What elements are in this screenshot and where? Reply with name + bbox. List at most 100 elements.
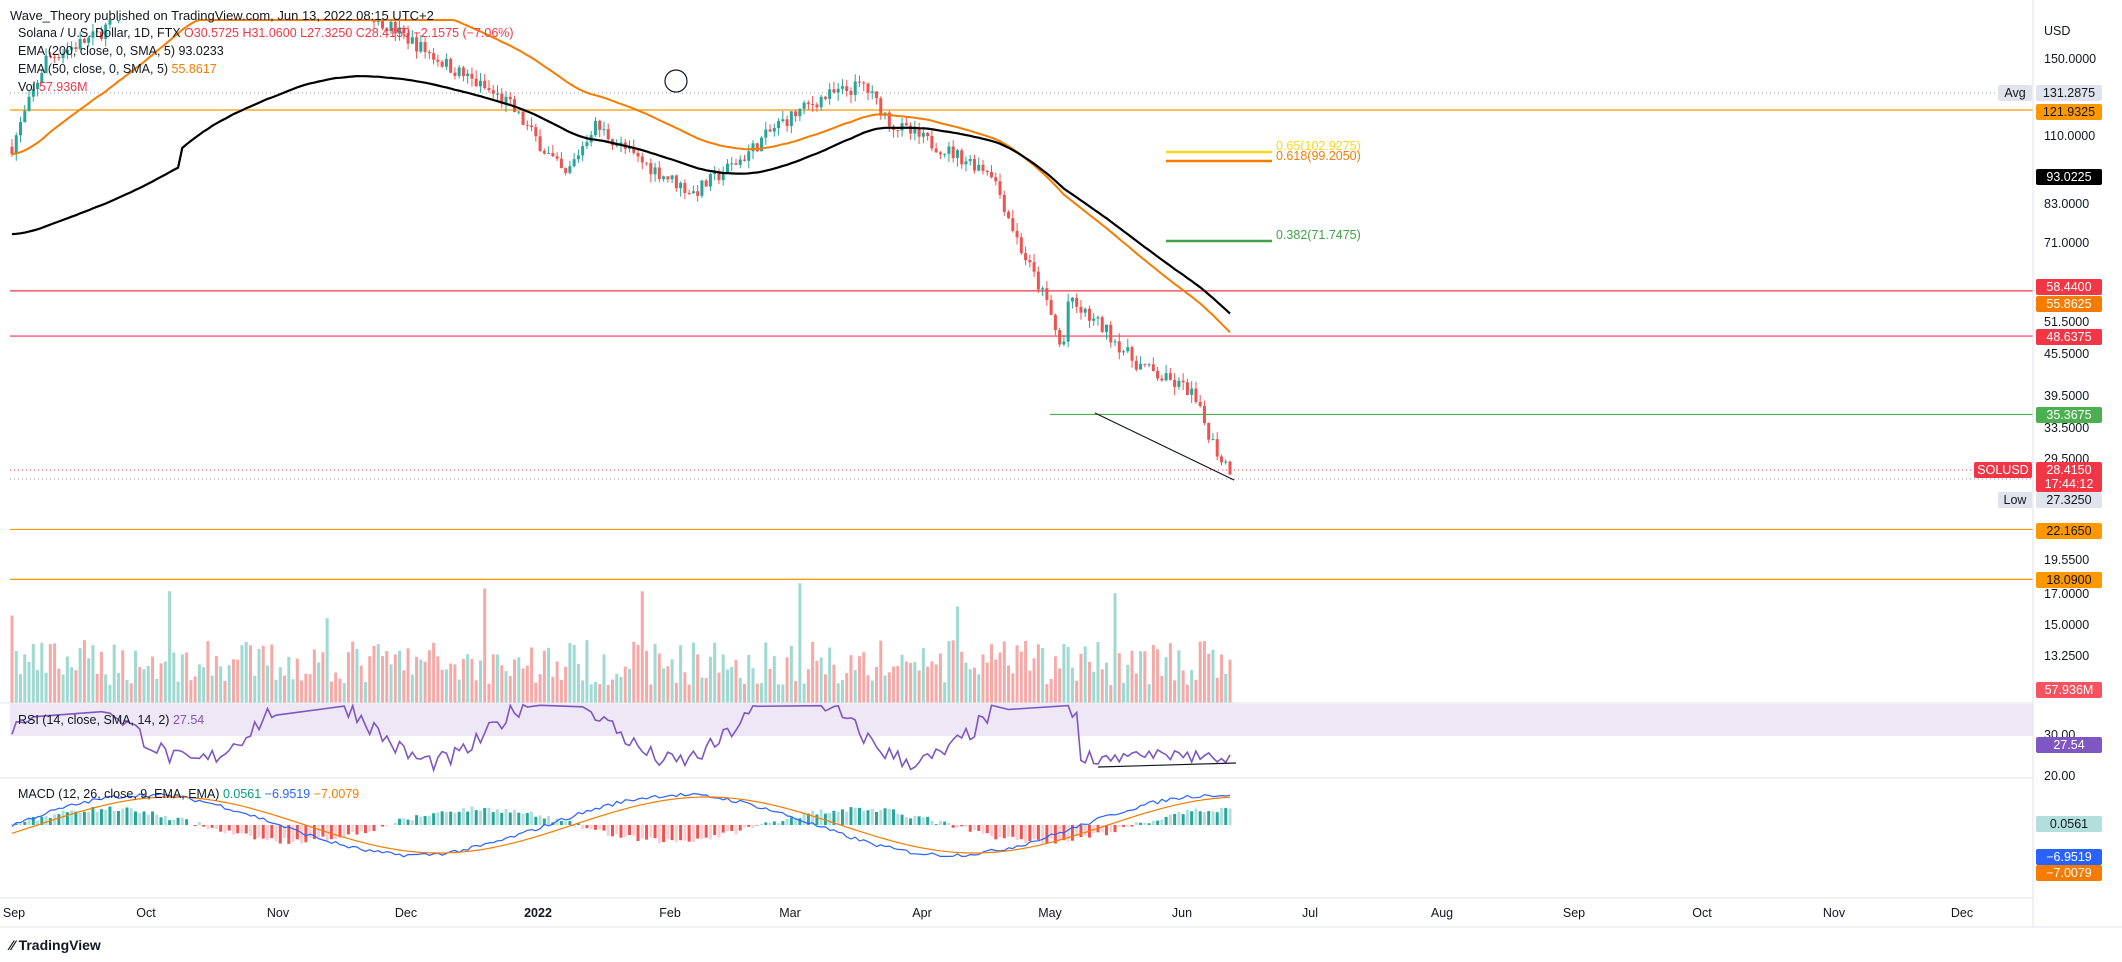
candle-body	[747, 151, 751, 161]
volume-bar	[819, 657, 823, 703]
macd-hist-bar	[951, 825, 955, 828]
macd-hist-bar	[1202, 812, 1206, 825]
candle-body	[504, 96, 508, 104]
macd-hist-value: 0.0561	[222, 787, 262, 801]
macd-hist-bar	[453, 812, 457, 825]
candle-body	[534, 127, 538, 137]
volume-bar	[1036, 644, 1040, 703]
axis-tick: 17.0000	[2044, 587, 2090, 601]
macd-hist-bar	[44, 815, 48, 825]
volume-bar	[768, 668, 772, 703]
volume-bar	[955, 606, 959, 703]
candle-body	[947, 146, 951, 154]
macd-hist-bar	[142, 811, 146, 825]
volume-bar	[231, 659, 235, 703]
volume-bar	[610, 679, 614, 703]
macd-line	[11, 792, 1231, 858]
candle-body	[951, 146, 955, 159]
candle-body	[415, 37, 419, 52]
volume-bar	[500, 665, 504, 703]
volume-bar	[606, 684, 610, 703]
candle-body	[87, 37, 91, 43]
volume-bar	[866, 675, 870, 703]
volume-bar	[904, 661, 908, 703]
x-tick: Mar	[779, 906, 801, 920]
macd-hist-bar	[1045, 825, 1049, 844]
macd-hist-bar	[423, 816, 427, 825]
candle-body	[734, 163, 738, 165]
candle-body	[725, 163, 729, 174]
rsi-legend[interactable]: RSI (14, close, SMA, 14, 2) 27.54	[18, 713, 204, 727]
macd-hist-bar	[398, 818, 402, 825]
ema200-legend[interactable]: EMA (200, close, 0, SMA, 5) 93.0233	[18, 44, 224, 58]
macd-hist-bar	[564, 821, 568, 825]
macd-hist-bar	[815, 814, 819, 825]
candle-body	[666, 176, 670, 180]
candle-body	[1194, 388, 1198, 402]
volume-bar	[163, 661, 167, 703]
macd-hist-bar	[172, 819, 176, 825]
volume-bar	[244, 641, 248, 703]
volume-bar	[478, 660, 482, 703]
volume-bar	[99, 651, 103, 703]
macd-hist-bar	[589, 825, 593, 830]
macd-hist-bar	[576, 823, 580, 825]
macd-hist-bar	[253, 825, 257, 840]
candle-body	[1215, 439, 1219, 457]
candle-body	[879, 98, 883, 116]
volume-bar	[687, 684, 691, 703]
volume-bar	[423, 661, 427, 703]
volume-bar	[879, 640, 883, 703]
candle-body	[870, 91, 874, 93]
candle-body	[926, 132, 930, 136]
candle-body	[23, 110, 27, 123]
x-tick: Oct	[1692, 906, 1712, 920]
volume-bar	[1007, 665, 1011, 703]
macd-hist-bar	[210, 825, 214, 828]
candle-body	[1087, 308, 1091, 321]
ema50-legend[interactable]: EMA (50, close, 0, SMA, 5) 55.8617	[18, 62, 217, 76]
volume-bar	[602, 654, 606, 703]
candle-body	[1045, 288, 1049, 300]
macd-hist-bar	[955, 825, 959, 828]
volume-bar	[1147, 684, 1151, 703]
volume-bar	[930, 661, 934, 703]
volume-legend[interactable]: Vol 57.936M	[18, 80, 88, 94]
macd-hist-bar	[845, 811, 849, 825]
macd-hist-bar	[287, 825, 291, 844]
volume-bar	[372, 645, 376, 703]
macd-hist-bar	[840, 809, 844, 825]
candle-body	[457, 67, 461, 76]
candle-body	[385, 28, 389, 32]
macd-hist-bar	[112, 811, 116, 825]
volume-bar	[913, 661, 917, 703]
macd-hist-bar	[811, 810, 815, 825]
x-tick: Sep	[1562, 906, 1586, 920]
macd-hist-bar	[91, 806, 95, 825]
tradingview-logo[interactable]: ⁄⁄ TradingView	[10, 937, 101, 953]
macd-hist-bar	[168, 820, 172, 825]
candle-body	[845, 86, 849, 91]
macd-hist-bar	[351, 825, 355, 832]
volume-bar	[551, 676, 555, 703]
volume-bar	[57, 668, 61, 703]
macd-hist-bar	[572, 825, 576, 828]
volume-bar	[70, 667, 74, 703]
candle-body	[921, 132, 925, 137]
candle-body	[670, 175, 674, 180]
volume-bar	[785, 657, 789, 703]
macd-legend[interactable]: MACD (12, 26, close, 9, EMA, EMA) 0.0561…	[18, 787, 359, 801]
x-tick: 2022	[524, 906, 552, 920]
rsi-divergence-line	[1097, 762, 1237, 768]
symbol-legend[interactable]: Solana / U.S. Dollar, 1D, FTX O30.5725 H…	[18, 26, 514, 40]
macd-hist-bar	[849, 807, 853, 825]
candle-body	[27, 96, 31, 111]
candle-body	[802, 102, 806, 109]
volume-bar	[449, 663, 453, 703]
candle-body	[1177, 380, 1181, 387]
volume-bar	[321, 652, 325, 703]
candle-body	[977, 164, 981, 171]
candle-body	[1219, 456, 1223, 463]
macd-hist-bar	[40, 816, 44, 825]
